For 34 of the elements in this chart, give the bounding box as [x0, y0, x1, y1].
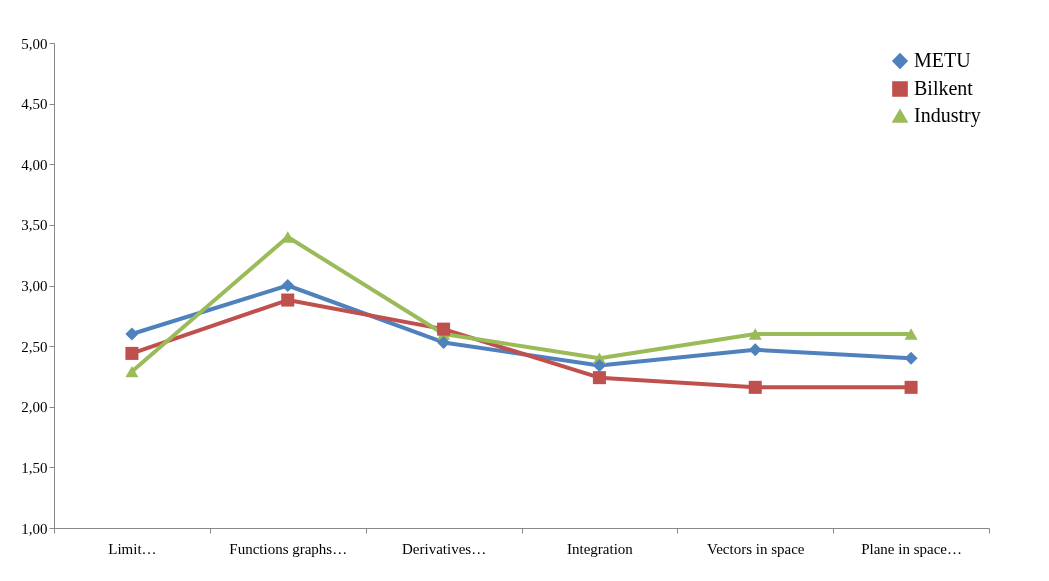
x-tick-label: Integration	[567, 540, 634, 557]
y-tick-label: 4,00	[21, 156, 48, 173]
point	[748, 343, 762, 357]
point	[904, 328, 918, 340]
point	[281, 231, 295, 243]
x-tick-label: Functions graphs…	[229, 540, 348, 557]
y-tick-label: 4,50	[21, 96, 48, 113]
y-tick-label: 1,00	[21, 520, 48, 537]
point	[281, 293, 295, 307]
legend-label: Bilkent	[914, 77, 974, 99]
x-tick-label: Limit…	[108, 540, 157, 557]
point	[125, 327, 139, 341]
y-tick-label: 3,50	[21, 217, 48, 234]
legend-label: METU	[914, 49, 972, 71]
y-tick-label: 2,50	[21, 338, 48, 355]
x-tick-label: Plane in space…	[861, 540, 962, 557]
x-tick-label: Vectors in space	[707, 540, 805, 557]
point	[125, 346, 139, 360]
point	[592, 371, 606, 385]
point	[592, 359, 606, 373]
point	[748, 328, 762, 340]
y-tick-label: 2,00	[21, 399, 48, 416]
point	[748, 380, 762, 394]
point	[437, 335, 451, 350]
y-tick-label: 5,00	[21, 35, 48, 52]
point	[904, 351, 918, 365]
point	[281, 278, 295, 293]
y-tick-label: 3,00	[21, 278, 48, 294]
point	[125, 365, 139, 378]
x-tick-label: Derivatives…	[402, 540, 487, 557]
point	[437, 322, 451, 336]
legend-label: Industry	[914, 104, 981, 127]
y-tick-label: 1,50	[21, 459, 48, 476]
point	[904, 380, 918, 394]
